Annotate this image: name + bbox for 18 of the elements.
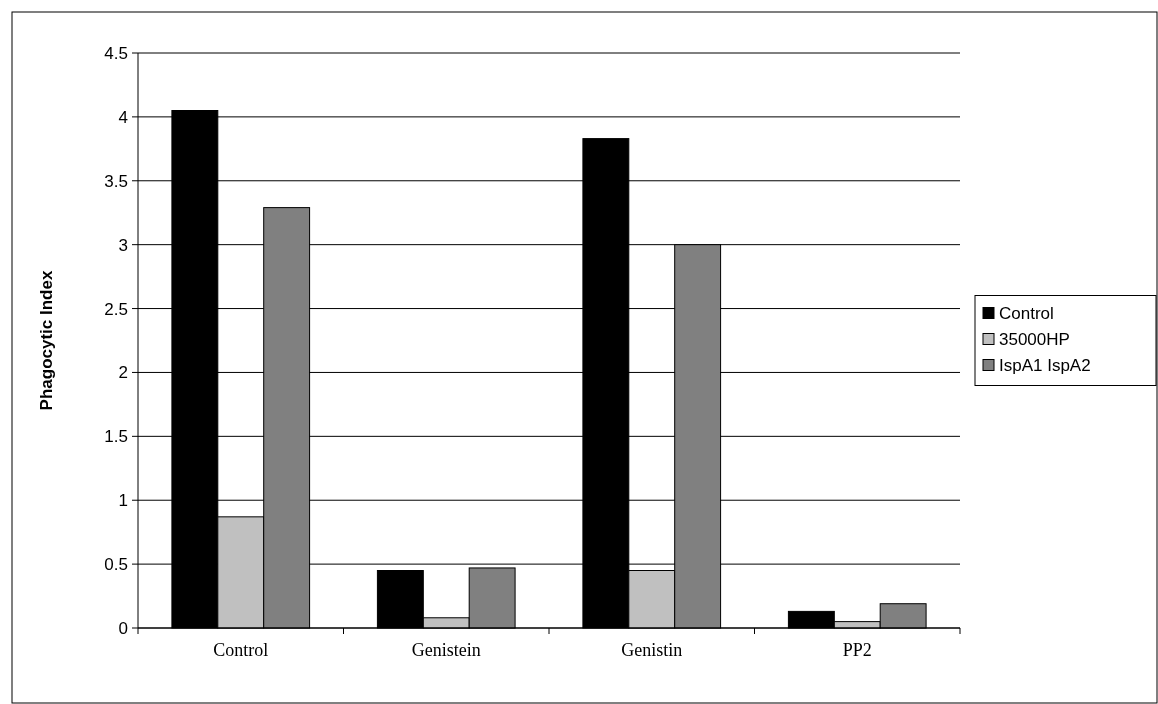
legend-label: IspA1 IspA2 (999, 356, 1091, 376)
x-tick-label: PP2 (842, 640, 872, 660)
x-tick-label: Genistin (621, 640, 683, 660)
y-tick-label: 3.5 (104, 171, 128, 191)
y-tick-label: 1.5 (104, 427, 128, 447)
y-tick-label: 0.5 (104, 555, 128, 575)
y-tick-label: 2 (118, 363, 128, 383)
legend-label: 35000HP (999, 330, 1070, 350)
y-tick-label: 4.5 (104, 43, 128, 63)
y-tick-label: 3 (118, 235, 128, 255)
y-tick-label: 0 (118, 618, 128, 638)
y-tick-label: 1 (118, 491, 128, 511)
x-tick-label: Control (213, 640, 269, 660)
x-tick-label: Genistein (411, 640, 481, 660)
y-tick-label: 2.5 (104, 299, 128, 319)
y-axis-title: Phagocytic Index (37, 270, 56, 411)
y-tick-label: 4 (118, 107, 128, 127)
legend-label: Control (999, 304, 1054, 324)
